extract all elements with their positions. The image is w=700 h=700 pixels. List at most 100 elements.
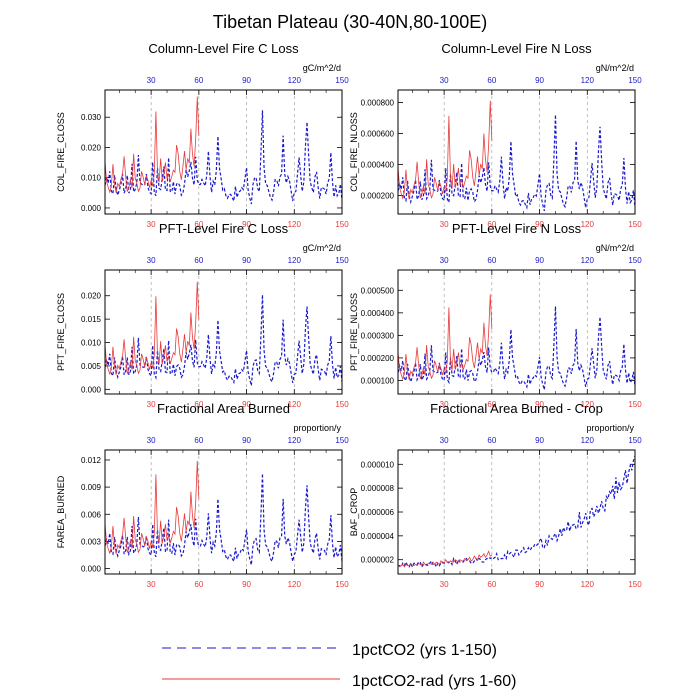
panel-title: Fractional Area Burned [157, 401, 290, 416]
y-axis-label: COL_FIRE_CLOSS [56, 112, 66, 192]
y-tick-label: 0.000006 [361, 508, 395, 517]
x-tick-label-bottom: 150 [335, 400, 349, 409]
x-tick-label-top: 90 [535, 256, 544, 265]
panel-title: Fractional Area Burned - Crop [430, 401, 603, 416]
x-tick-label-top: 30 [440, 76, 449, 85]
plot-frame [104, 449, 343, 575]
y-tick-label: 0.010 [81, 339, 102, 348]
x-tick-label-bottom: 60 [487, 580, 496, 589]
x-tick-label-bottom: 120 [288, 220, 302, 229]
x-tick-label-bottom: 150 [628, 580, 642, 589]
panels: Column-Level Fire C Loss gC/m^2/d COL_FIRE… [56, 41, 642, 589]
plot-frame [104, 89, 343, 215]
x-tick-label-bottom: 120 [288, 580, 302, 589]
panel-title: Column-Level Fire C Loss [148, 41, 299, 56]
y-axis-label: COL_FIRE_NLOSS [349, 112, 359, 192]
x-tick-label-top: 90 [535, 436, 544, 445]
y-tick-label: 0.000300 [361, 331, 395, 340]
x-tick-label-bottom: 150 [628, 400, 642, 409]
plot-frame [397, 89, 636, 215]
x-tick-label-bottom: 30 [147, 220, 156, 229]
panel-col-fire-nloss: Column-Level Fire N Loss gN/m^2/d COL_FIRE… [349, 41, 642, 229]
x-tick-label-top: 90 [535, 76, 544, 85]
x-tick-label-bottom: 60 [194, 580, 203, 589]
x-tick-label-bottom: 120 [288, 400, 302, 409]
x-tick-label-top: 90 [242, 256, 251, 265]
x-tick-label-bottom: 90 [535, 220, 544, 229]
plot-frame [397, 269, 636, 395]
x-tick-label-bottom: 120 [581, 400, 595, 409]
x-tick-label-bottom: 60 [487, 400, 496, 409]
x-tick-label-bottom: 30 [440, 220, 449, 229]
x-tick-label-bottom: 30 [440, 400, 449, 409]
x-tick-label-top: 30 [147, 76, 156, 85]
y-tick-label: 0.003 [81, 537, 102, 546]
x-tick-label-bottom: 90 [535, 580, 544, 589]
x-tick-label-top: 120 [581, 256, 595, 265]
x-tick-label-top: 150 [335, 76, 349, 85]
x-tick-label-top: 90 [242, 436, 251, 445]
y-tick-label: 0.000 [81, 565, 102, 574]
x-tick-label-bottom: 30 [147, 400, 156, 409]
x-tick-label-bottom: 60 [194, 400, 203, 409]
x-tick-label-bottom: 30 [147, 580, 156, 589]
x-tick-label-top: 30 [147, 436, 156, 445]
x-tick-label-bottom: 120 [581, 220, 595, 229]
x-tick-label-bottom: 60 [487, 220, 496, 229]
x-tick-label-top: 120 [581, 436, 595, 445]
x-tick-label-top: 60 [487, 436, 496, 445]
series-line-1pctco2 [398, 114, 635, 212]
y-tick-label: 0.000100 [361, 376, 395, 385]
x-tick-label-top: 150 [628, 76, 642, 85]
y-axis-label: FAREA_BURNED [56, 475, 66, 548]
units-label: proportion/y [586, 423, 634, 433]
y-tick-label: 0.010 [81, 174, 102, 183]
plot-frame [397, 449, 636, 575]
y-tick-label: 0.015 [81, 315, 102, 324]
y-tick-label: 0.000600 [361, 129, 395, 138]
legend-label-1pctco2: 1pctCO2 (yrs 1-150) [352, 642, 497, 659]
units-label: gN/m^2/d [596, 63, 634, 73]
x-tick-label-bottom: 90 [242, 580, 251, 589]
y-tick-label: 0.000400 [361, 309, 395, 318]
y-tick-label: 0.000400 [361, 160, 395, 169]
series-line-1pctco2 [105, 473, 342, 566]
panel-pft-fire-closs: PFT-Level Fire C Loss gC/m^2/d PFT_FIRE_CL… [56, 221, 349, 409]
x-tick-label-bottom: 90 [242, 400, 251, 409]
x-tick-label-top: 60 [194, 76, 203, 85]
y-tick-label: 0.000008 [361, 484, 395, 493]
y-tick-label: 0.000 [81, 385, 102, 394]
y-tick-label: 0.000500 [361, 286, 395, 295]
y-tick-label: 0.020 [81, 143, 102, 152]
x-tick-label-top: 30 [440, 256, 449, 265]
series-line-1pctco2 [398, 455, 635, 569]
x-tick-label-top: 30 [147, 256, 156, 265]
x-tick-label-top: 120 [288, 76, 302, 85]
y-tick-label: 0.000200 [361, 354, 395, 363]
x-tick-label-top: 120 [288, 256, 302, 265]
y-axis-label: PFT_FIRE_NLOSS [349, 293, 359, 371]
y-tick-label: 0.000010 [361, 460, 395, 469]
series-line-1pctco2 [105, 110, 342, 205]
y-axis-label: PFT_FIRE_CLOSS [56, 293, 66, 371]
units-label: gC/m^2/d [303, 63, 341, 73]
x-tick-label-bottom: 60 [194, 220, 203, 229]
x-tick-label-top: 90 [242, 76, 251, 85]
y-tick-label: 0.012 [81, 456, 102, 465]
y-tick-label: 0.000004 [361, 532, 395, 541]
x-tick-label-bottom: 30 [440, 580, 449, 589]
y-tick-label: 0.030 [81, 113, 102, 122]
units-label: proportion/y [293, 423, 341, 433]
y-tick-label: 0.005 [81, 362, 102, 371]
legend: 1pctCO2 (yrs 1-150) 1pctCO2-rad (yrs 1-6… [162, 642, 517, 690]
plot-frame [104, 269, 343, 395]
series-line-1pctco2-rad [398, 550, 493, 568]
y-tick-label: 0.020 [81, 292, 102, 301]
x-tick-label-bottom: 150 [335, 220, 349, 229]
y-tick-label: 0.000 [81, 204, 102, 213]
panel-title: PFT-Level Fire N Loss [452, 221, 582, 236]
units-label: gC/m^2/d [303, 243, 341, 253]
panel-baf-crop: Fractional Area Burned - Crop proportion/… [349, 401, 642, 589]
